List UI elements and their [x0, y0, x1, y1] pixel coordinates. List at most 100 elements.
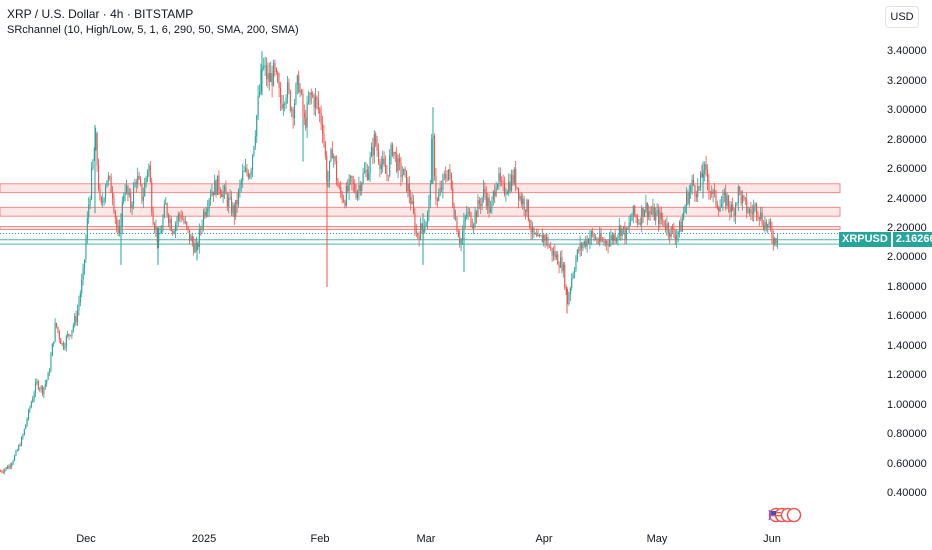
candle-body [708, 181, 710, 192]
candle-body [711, 192, 713, 194]
candle-body [92, 160, 94, 169]
candle-body [712, 190, 714, 194]
candle-body [91, 168, 93, 199]
candle-body [305, 117, 307, 128]
candle-body [471, 225, 473, 228]
candle-body [22, 434, 24, 438]
candle-body [380, 164, 382, 169]
candle-body [429, 184, 431, 200]
candle-body [319, 109, 321, 114]
candle-body [103, 198, 105, 202]
candle-body [315, 96, 317, 108]
candle-body [375, 133, 377, 145]
candle-body [4, 469, 6, 473]
candle-body [316, 96, 318, 100]
candle-body [743, 195, 745, 198]
candle-body [323, 133, 325, 144]
candle-body [502, 181, 504, 183]
candle-body [379, 161, 381, 169]
candle-body [40, 386, 42, 389]
us-flag-icon[interactable] [768, 507, 806, 523]
candle-body [203, 211, 205, 227]
candle-body [774, 238, 776, 244]
candle-body [697, 186, 699, 197]
candle-body [347, 185, 349, 192]
candle-body [350, 176, 352, 179]
candle-body [37, 381, 39, 389]
candle-series [0, 51, 779, 475]
candle-body [249, 174, 251, 178]
candle-body [581, 243, 583, 249]
candle-body [768, 221, 770, 225]
candle-body [75, 316, 77, 322]
candle-body [455, 217, 457, 219]
candle-body [656, 210, 658, 213]
candle-body [617, 235, 619, 239]
candle-body [407, 184, 409, 192]
candle-body [253, 146, 255, 156]
candle-body [235, 199, 237, 218]
candle-body [89, 198, 91, 205]
candle-body [606, 240, 608, 245]
candle-body [372, 146, 374, 156]
candle-body [67, 333, 69, 337]
candle-body [110, 176, 112, 193]
candle-body [71, 329, 73, 336]
candle-body [285, 97, 287, 104]
candle-body [733, 210, 735, 216]
candle-body [777, 240, 779, 244]
candle-body [123, 195, 125, 202]
candle-body [583, 241, 585, 245]
candle-body [680, 222, 682, 232]
symbol-title[interactable]: XRP / U.S. Dollar · 4h · BITSTAMP [7, 7, 194, 21]
candle-body [406, 170, 408, 192]
x-tick-label: May [646, 533, 668, 545]
candle-body [259, 91, 261, 97]
candle-body [163, 204, 165, 218]
candle-body [145, 177, 147, 183]
candle-body [158, 233, 160, 243]
candle-body [229, 197, 231, 199]
candle-body [348, 178, 350, 192]
candle-body [288, 82, 290, 91]
candle-body [72, 324, 74, 330]
candle-body [242, 171, 244, 181]
candle-body [243, 171, 245, 173]
candle-body [431, 138, 433, 185]
candle-body [81, 279, 83, 294]
candle-body [770, 221, 772, 229]
candle-body [597, 241, 599, 243]
indicator-legend[interactable]: SRchannel (10, High/Low, 5, 1, 6, 290, 5… [7, 24, 299, 36]
candle-body [554, 250, 556, 258]
candle-body [561, 257, 563, 271]
candle-body [585, 241, 587, 247]
candle-body [750, 209, 752, 213]
candle-body [571, 278, 573, 289]
candle-body [628, 222, 630, 229]
candle-body [383, 158, 385, 165]
candle-body [208, 200, 210, 209]
candle-body [483, 188, 485, 198]
candle-body [173, 231, 175, 234]
candle-body [140, 179, 142, 185]
candle-body [168, 215, 170, 223]
candle-body [630, 220, 632, 223]
candle-body [138, 176, 140, 180]
currency-button[interactable]: USD [885, 6, 919, 28]
candle-body [246, 168, 248, 173]
y-tick-label: 2.40000 [887, 192, 927, 205]
candle-body [177, 214, 179, 221]
candle-body [620, 226, 622, 236]
candle-body [753, 207, 755, 214]
candle-body [345, 185, 347, 206]
candle-body [313, 96, 315, 108]
candle-body [404, 168, 406, 171]
candle-body [309, 92, 311, 102]
resistance-zone [0, 206, 841, 217]
x-tick-label: Jun [763, 533, 781, 545]
candle-body [709, 191, 711, 193]
candle-body [518, 188, 520, 200]
candle-body [610, 234, 612, 240]
candle-body [532, 227, 534, 233]
